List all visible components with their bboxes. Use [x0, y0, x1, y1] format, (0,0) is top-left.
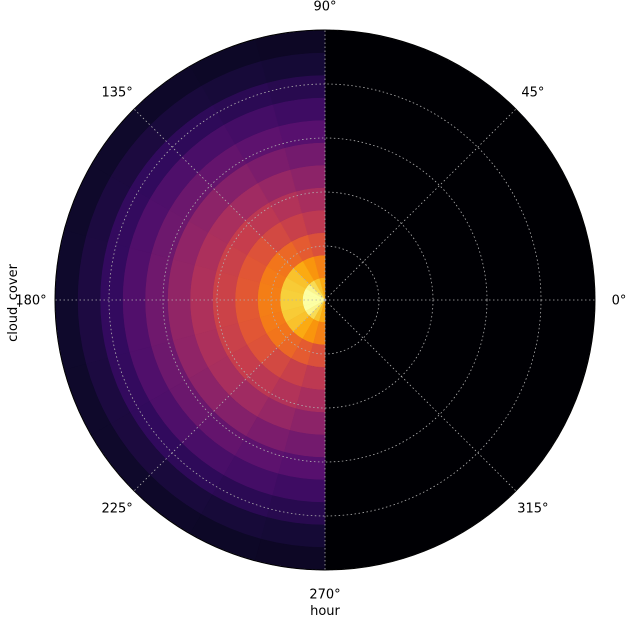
- angle-tick-label: 45°: [521, 86, 544, 101]
- radial-gridline: [162, 137, 488, 463]
- heatmap-cell: [289, 164, 326, 192]
- angular-gridline: [324, 299, 517, 492]
- heatmap-cell: [289, 408, 326, 436]
- angle-tick-labels: 0° 45° 90° 135° 180° 225° 270° 315°: [15, 0, 626, 603]
- angle-tick-label: 0°: [612, 294, 627, 309]
- x-axis-label: hour: [310, 604, 340, 619]
- angle-tick-label: 180°: [15, 294, 46, 309]
- polar-frame: [54, 29, 596, 571]
- angle-tick-label: 135°: [101, 86, 132, 101]
- y-axis-label: cloud_cover: [6, 263, 21, 341]
- angle-tick-label: 315°: [517, 501, 548, 516]
- radial-gridline: [270, 245, 380, 355]
- heatmap-cell: [189, 299, 217, 336]
- angular-gridline: [324, 108, 517, 301]
- angle-tick-label: 225°: [101, 501, 132, 516]
- angular-gridline: [133, 108, 326, 301]
- angle-tick-label: 90°: [313, 0, 336, 15]
- angle-tick-label: 270°: [309, 588, 340, 603]
- heatmap-cell: [189, 264, 217, 301]
- angular-gridline: [133, 299, 326, 492]
